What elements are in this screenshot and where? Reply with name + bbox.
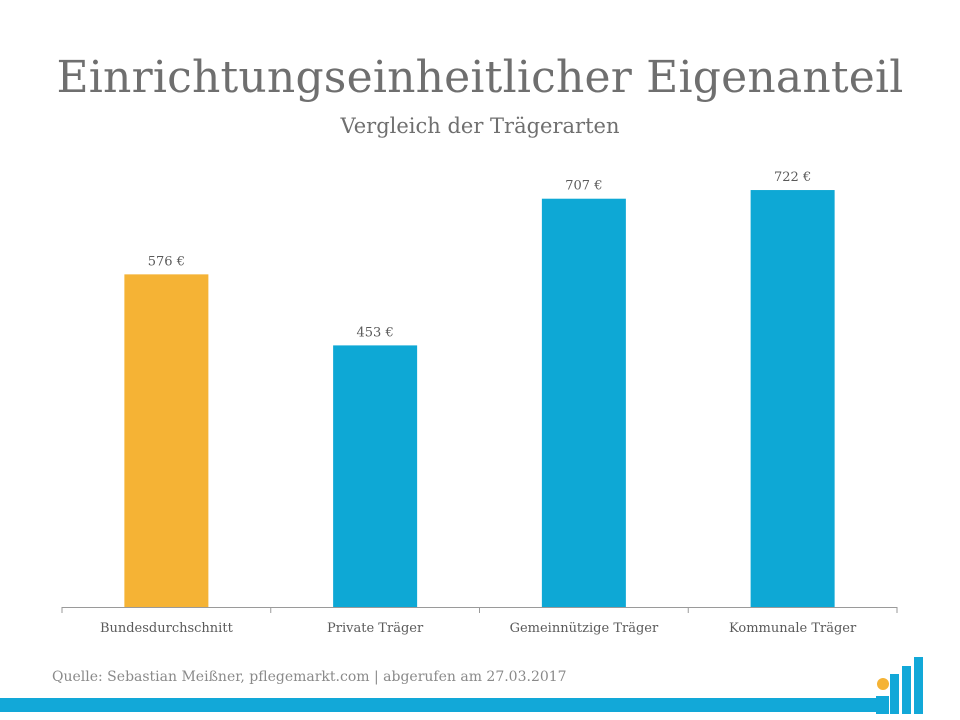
x-tick-label-1: Bundesdurchschnitt: [100, 621, 234, 636]
chart-subtitle: Vergleich der Trägerarten: [340, 114, 620, 138]
x-tick-label-3: Gemeinnützige Träger: [510, 621, 659, 636]
data-label-1: 576 €: [148, 254, 185, 269]
source-note: Quelle: Sebastian Meißner, pflegemarkt.c…: [52, 669, 567, 685]
data-label-3: 707 €: [565, 179, 602, 194]
x-tick-label-2: Private Träger: [327, 621, 424, 636]
bar-3: [541, 198, 626, 607]
bottom-stripe: [0, 698, 880, 712]
pflegemarkt-logo-icon: [876, 657, 923, 714]
labels-layer: 576 € Bundesdurchschnitt 453 € Private Träg…: [100, 170, 857, 636]
x-axis: [61, 607, 898, 613]
chart-title: Einrichtungseinheitlicher Eigenanteil: [56, 52, 904, 103]
data-label-4: 722 €: [774, 170, 811, 185]
bar-4: [750, 190, 835, 608]
bar-1: [124, 274, 209, 607]
bar-2: [333, 345, 418, 607]
x-tick-label-4: Kommunale Träger: [729, 621, 857, 636]
data-label-2: 453 €: [357, 325, 394, 340]
bars-layer: [124, 190, 835, 608]
